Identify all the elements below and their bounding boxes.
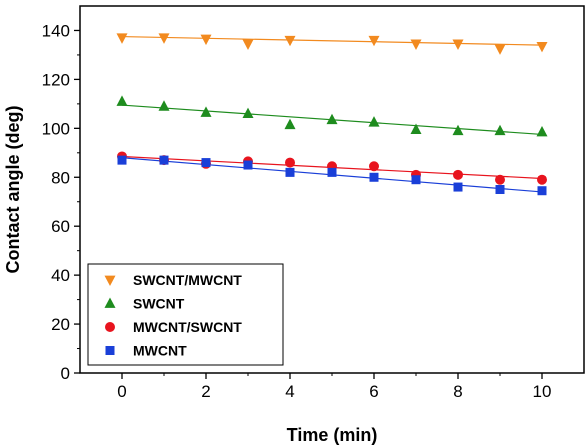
point-1-7 — [410, 123, 422, 134]
point-1-10 — [536, 125, 548, 137]
point-0-3 — [242, 39, 254, 50]
legend: SWCNT/MWCNT SWCNT MWCNT/SWCNT MWCNT — [87, 263, 284, 366]
point-1-2 — [200, 106, 212, 117]
point-3-7 — [411, 175, 421, 185]
y-axis-title: Contact angle (deg) — [3, 105, 23, 273]
x-tick-label-2: 2 — [201, 382, 210, 401]
y-tick-label-20: 20 — [51, 315, 70, 334]
legend-symbol-2 — [105, 322, 115, 332]
point-1-5 — [326, 113, 338, 125]
legend-symbol-0 — [104, 275, 116, 287]
x-axis-title: Time (min) — [287, 425, 378, 445]
point-3-5 — [327, 167, 337, 177]
point-0-2 — [200, 34, 212, 46]
x-tick-label-4: 4 — [285, 382, 294, 401]
point-3-1 — [159, 155, 169, 165]
legend-marker-2 — [105, 322, 115, 332]
data-markers — [116, 33, 548, 196]
point-3-9 — [495, 185, 505, 194]
point-3-2 — [201, 158, 211, 168]
y-tick-label-140: 140 — [42, 21, 70, 40]
legend-symbol-3 — [105, 346, 115, 355]
trend-line-0 — [121, 35, 543, 46]
y-tick-label-120: 120 — [42, 70, 70, 89]
point-1-9 — [494, 124, 506, 136]
point-1-4 — [284, 118, 296, 130]
legend-marker-3 — [105, 346, 115, 355]
y-tick-label-40: 40 — [51, 266, 70, 285]
legend-marker-0 — [104, 275, 116, 287]
point-0-0 — [116, 33, 128, 44]
legend-item-2: MWCNT/SWCNT — [105, 319, 242, 335]
point-1-1 — [158, 100, 170, 111]
point-0-7 — [452, 39, 464, 50]
point-0-1 — [158, 33, 170, 44]
point-0-8 — [494, 44, 506, 55]
legend-symbol-1 — [104, 297, 116, 308]
point-2-10 — [537, 174, 547, 185]
point-2-8 — [453, 169, 463, 180]
point-0-4 — [284, 35, 296, 47]
x-tick-label-6: 6 — [369, 382, 378, 401]
point-0-5 — [368, 35, 380, 47]
legend-item-1: SWCNT — [104, 296, 185, 312]
point-3-4 — [285, 167, 295, 177]
legend-label-3: MWCNT — [133, 343, 187, 359]
point-1-3 — [242, 107, 254, 119]
legend-item-3: MWCNT — [105, 343, 187, 359]
x-tick-label-10: 10 — [533, 382, 552, 401]
point-1-8 — [452, 124, 464, 136]
y-tick-label-0: 0 — [61, 364, 70, 383]
point-0-9 — [536, 41, 548, 53]
legend-label-2: MWCNT/SWCNT — [133, 319, 242, 335]
point-2-6 — [369, 161, 379, 172]
x-tick-label-8: 8 — [453, 382, 462, 401]
point-3-8 — [453, 182, 463, 192]
legend-box — [87, 263, 284, 366]
x-tick-label-0: 0 — [117, 382, 126, 401]
point-3-0 — [117, 155, 127, 165]
legend-label-1: SWCNT — [133, 296, 185, 312]
y-tick-label-100: 100 — [42, 119, 70, 138]
point-0-6 — [410, 39, 422, 50]
legend-marker-1 — [104, 297, 116, 308]
point-2-4 — [285, 157, 295, 168]
legend-item-0: SWCNT/MWCNT — [104, 272, 242, 288]
point-1-6 — [368, 116, 380, 127]
point-1-0 — [116, 95, 128, 106]
legend-label-0: SWCNT/MWCNT — [133, 272, 242, 288]
point-3-6 — [369, 172, 379, 182]
point-3-10 — [537, 186, 547, 196]
y-tick-label-60: 60 — [51, 217, 70, 236]
y-tick-label-80: 80 — [51, 168, 70, 187]
point-2-9 — [495, 174, 505, 185]
point-3-3 — [243, 160, 253, 170]
